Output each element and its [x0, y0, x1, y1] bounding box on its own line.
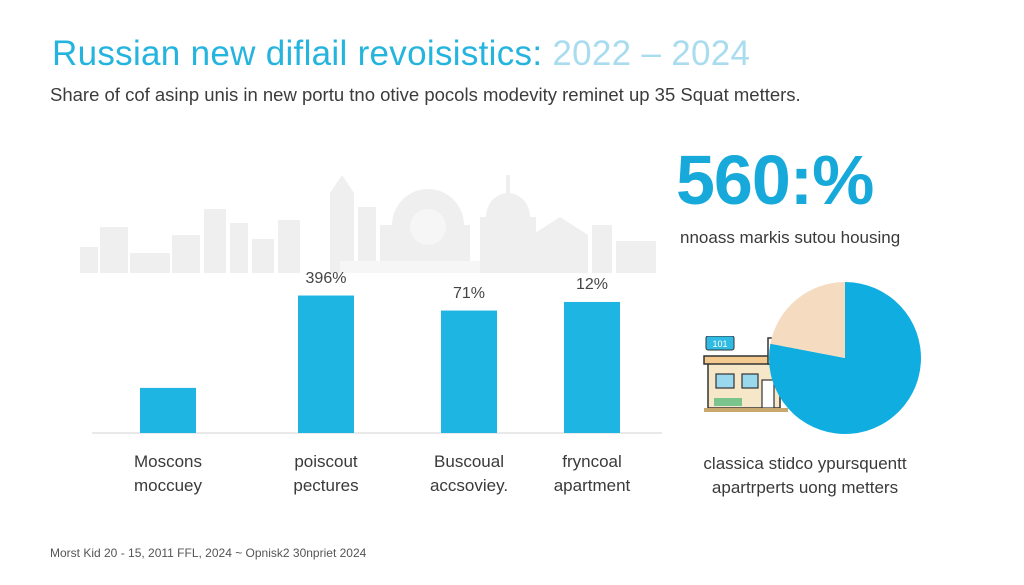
house-sign: 101	[712, 339, 727, 349]
category-label-0-line-0: Moscons	[133, 452, 203, 471]
category-label-0: Moscons moccuey	[83, 450, 253, 498]
pie-caption: classica stidco ypursquentt apartrperts …	[660, 452, 950, 500]
bar-1	[298, 295, 354, 433]
highlight-value: 560:%	[676, 141, 874, 219]
skyline-illustration-icon	[80, 175, 656, 273]
page-title: Russian new diflail revoisistics: 2022 –…	[52, 34, 750, 74]
pie-caption-line-2: apartrperts uong metters	[711, 478, 899, 497]
category-label-3-line-0: fryncoal	[562, 452, 622, 471]
category-label-1-line-0: poiscout	[294, 452, 358, 471]
category-label-1: poiscout pectures	[241, 450, 411, 498]
bar-value-label-1: 396%	[305, 269, 347, 287]
title-years: 2022 – 2024	[552, 34, 751, 73]
category-label-2: Buscoual accsoviey.	[384, 450, 554, 498]
category-label-2-line-0: Buscoual	[434, 452, 504, 471]
house-illustration-icon: 101	[703, 336, 788, 412]
category-label-3: fryncoal apartment	[507, 450, 677, 498]
category-label-3-line-1: apartment	[553, 476, 631, 495]
bar-0	[140, 387, 196, 433]
highlight-description: nnoass markis sutou housing	[680, 228, 901, 247]
title-main: Russian new diflail revoisistics:	[52, 34, 553, 73]
pie-slice-secondary	[770, 282, 845, 358]
category-label-0-line-1: moccuey	[133, 476, 203, 495]
bar-3	[564, 301, 620, 433]
page-subtitle: Share of cof asinp unis in new portu tno…	[50, 84, 801, 105]
pie-caption-line-1: classica stidco ypursquentt	[703, 454, 907, 473]
category-label-1-line-1: pectures	[293, 476, 359, 495]
footer-source: Morst Kid 20 - 15, 2011 FFL, 2024 ~ Opni…	[50, 546, 367, 560]
bar-2	[441, 310, 497, 433]
bar-value-label-2: 71%	[452, 284, 486, 302]
category-label-2-line-1: accsoviey.	[429, 476, 509, 495]
bar-value-label-3: 12%	[575, 275, 609, 293]
